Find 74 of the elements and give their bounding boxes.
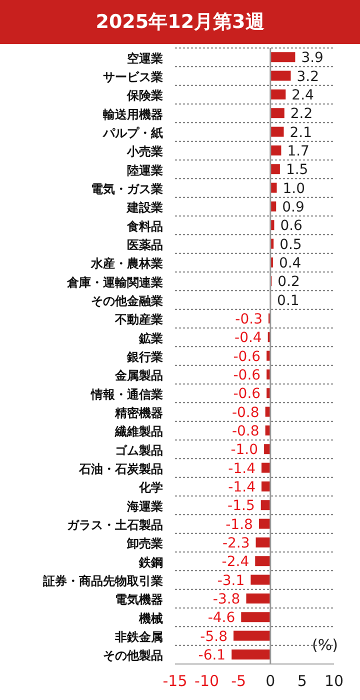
data-label: 0.4 <box>278 255 302 272</box>
data-label: -2.4 <box>222 554 250 570</box>
y-tick-label: 輸送用機器 <box>102 107 163 122</box>
data-label: -6.1 <box>198 647 226 664</box>
x-tick-label: -10 <box>194 672 220 690</box>
data-label: 2.2 <box>290 106 313 122</box>
data-label: -3.8 <box>212 591 240 608</box>
x-axis-title: (%) <box>312 636 338 654</box>
data-label: -0.8 <box>232 404 260 421</box>
x-tick-label: -15 <box>162 672 188 690</box>
y-tick-label: サービス業 <box>103 70 163 84</box>
data-label: 0.1 <box>277 292 300 309</box>
y-tick-label: 医薬品 <box>127 238 163 252</box>
y-tick-label: 金属製品 <box>114 368 163 383</box>
data-label: 1.5 <box>286 162 308 178</box>
data-label: 0.5 <box>280 236 302 253</box>
x-tick-label: 10 <box>324 672 344 690</box>
x-tick-label: 5 <box>297 672 307 690</box>
y-tick-label: 鉱業 <box>138 331 163 346</box>
data-label: 0.2 <box>278 274 300 290</box>
data-label: -1.5 <box>228 498 255 514</box>
y-tick-label: 食料品 <box>126 219 163 234</box>
y-tick-label: 化学 <box>138 480 163 495</box>
data-label: -1.0 <box>230 442 258 458</box>
y-tick-label: 電気機器 <box>115 592 163 607</box>
y-tick-label: ゴム製品 <box>115 443 163 458</box>
data-label: -0.6 <box>233 367 261 384</box>
y-tick-label: 石油・石炭製品 <box>78 462 163 476</box>
data-label: -0.3 <box>235 311 262 328</box>
data-label: -0.8 <box>232 423 260 440</box>
y-tick-label: 銀行業 <box>126 350 163 364</box>
data-label: 2.4 <box>292 87 314 104</box>
y-tick-label: 倉庫・運輸関連業 <box>66 275 163 290</box>
y-tick-label: 保険業 <box>126 88 163 103</box>
data-label: 3.2 <box>296 68 320 85</box>
data-label: -0.6 <box>233 348 261 365</box>
data-label: -4.6 <box>208 610 236 626</box>
y-tick-label: 情報・通信業 <box>90 387 163 402</box>
y-tick-label: ガラス・土石製品 <box>67 518 163 532</box>
data-label: 1.0 <box>282 180 306 197</box>
y-tick-label: 非鉄金属 <box>114 630 163 644</box>
data-label: -1.4 <box>228 460 256 477</box>
data-label: 3.9 <box>301 50 324 66</box>
y-tick-label: 海運業 <box>126 499 163 514</box>
data-label: -1.8 <box>226 516 253 533</box>
data-label: -5.8 <box>200 628 228 645</box>
y-tick-label: 証券・商品先物取引業 <box>42 574 163 588</box>
y-tick-label: 電気・ガス業 <box>91 182 163 196</box>
y-tick-label: 小売業 <box>126 144 163 159</box>
y-tick-label: 機械 <box>138 611 163 626</box>
y-tick-label: 水産・農林業 <box>90 256 163 271</box>
data-label: 1.7 <box>287 143 310 160</box>
data-label: 0.9 <box>282 199 304 216</box>
data-label: 0.6 <box>280 218 303 234</box>
y-tick-label: その他金融業 <box>91 294 163 308</box>
y-tick-label: 陸運業 <box>127 163 163 178</box>
y-tick-label: 卸売業 <box>126 536 163 551</box>
data-label: 2.1 <box>290 124 312 141</box>
y-tick-label: 鉄鋼 <box>138 555 163 570</box>
y-tick-label: その他製品 <box>103 648 163 663</box>
y-tick-label: 繊維製品 <box>114 424 163 439</box>
y-tick-label: パルプ・紙 <box>102 126 163 140</box>
y-tick-label: 精密機器 <box>114 406 163 420</box>
data-label: -3.1 <box>217 572 245 589</box>
data-label: -0.6 <box>233 386 261 402</box>
y-tick-label: 建設業 <box>126 200 163 215</box>
y-tick-label: 不動産業 <box>114 312 163 327</box>
data-label: -0.4 <box>234 330 262 346</box>
x-tick-label: -5 <box>231 672 246 690</box>
data-label: -1.4 <box>228 479 256 496</box>
data-label: -2.3 <box>222 535 250 552</box>
chart-title: 2025年12月第3週 <box>0 0 360 44</box>
y-tick-label: 空運業 <box>127 51 163 66</box>
x-tick-label: 0 <box>266 672 276 690</box>
